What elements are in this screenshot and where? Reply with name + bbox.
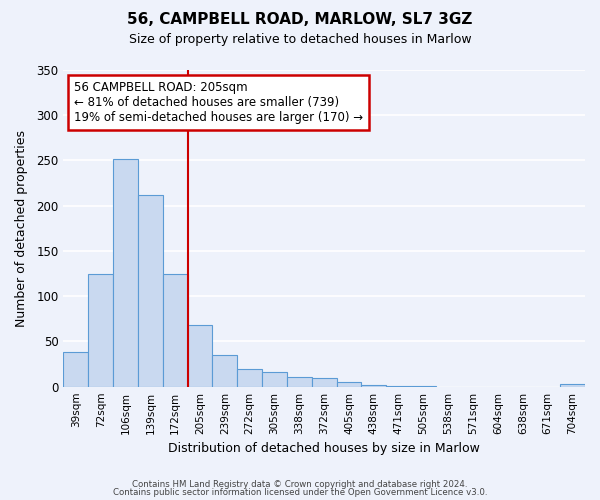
Bar bbox=[337, 382, 361, 386]
Bar bbox=[188, 325, 212, 386]
Bar bbox=[262, 372, 287, 386]
Bar bbox=[560, 384, 585, 386]
Text: 56 CAMPBELL ROAD: 205sqm
← 81% of detached houses are smaller (739)
19% of semi-: 56 CAMPBELL ROAD: 205sqm ← 81% of detach… bbox=[74, 81, 363, 124]
Bar bbox=[361, 385, 386, 386]
Bar bbox=[113, 158, 138, 386]
X-axis label: Distribution of detached houses by size in Marlow: Distribution of detached houses by size … bbox=[168, 442, 480, 455]
Y-axis label: Number of detached properties: Number of detached properties bbox=[15, 130, 28, 327]
Bar bbox=[287, 376, 312, 386]
Bar bbox=[212, 355, 237, 386]
Bar bbox=[88, 274, 113, 386]
Text: Size of property relative to detached houses in Marlow: Size of property relative to detached ho… bbox=[128, 32, 472, 46]
Bar bbox=[64, 352, 88, 386]
Bar bbox=[163, 274, 188, 386]
Text: Contains HM Land Registry data © Crown copyright and database right 2024.: Contains HM Land Registry data © Crown c… bbox=[132, 480, 468, 489]
Bar bbox=[138, 195, 163, 386]
Bar bbox=[312, 378, 337, 386]
Bar bbox=[237, 368, 262, 386]
Text: Contains public sector information licensed under the Open Government Licence v3: Contains public sector information licen… bbox=[113, 488, 487, 497]
Text: 56, CAMPBELL ROAD, MARLOW, SL7 3GZ: 56, CAMPBELL ROAD, MARLOW, SL7 3GZ bbox=[127, 12, 473, 28]
